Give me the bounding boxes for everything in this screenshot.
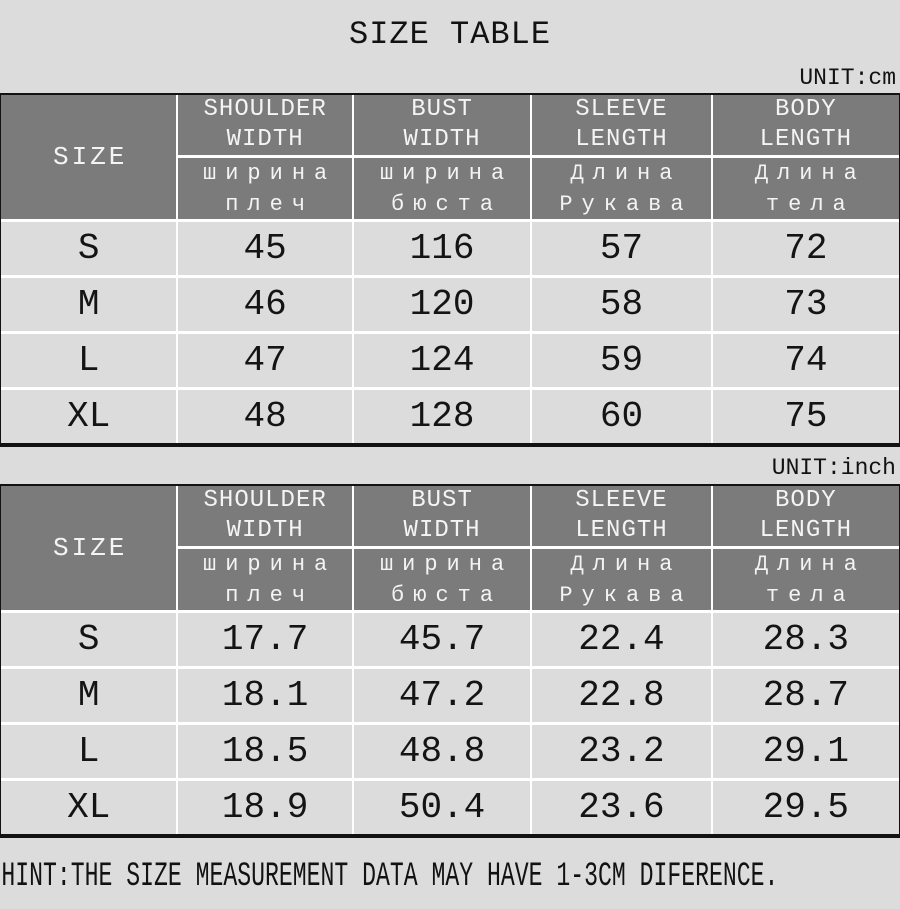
column-header-body-length: BODY LENGTH xyxy=(712,486,899,546)
cell-value: 23.2 xyxy=(532,725,711,778)
column-subheader-body-length-ru: Длина тела xyxy=(712,158,899,219)
subheader-line: тела xyxy=(765,191,855,217)
cell-value: 45.7 xyxy=(353,613,531,666)
header-line: LENGTH xyxy=(575,126,668,153)
header-line: SLEEVE xyxy=(575,96,668,123)
header-line: WIDTH xyxy=(403,126,481,153)
header-line: BUST xyxy=(411,96,473,123)
size-table-cm: SIZE SHOULDER WIDTH BUST WIDTH SLEEVE LE… xyxy=(0,93,900,447)
subheader-line: ширина xyxy=(203,160,337,186)
unit-label-inch: UNIT:inch xyxy=(771,455,896,481)
cell-value: 58 xyxy=(532,278,711,331)
subheader-line: плеч xyxy=(225,191,315,217)
subheader-line: ширина xyxy=(379,160,514,186)
cell-value: 29.5 xyxy=(712,781,899,834)
cell-value: 73 xyxy=(712,278,899,331)
cell-value: 116 xyxy=(353,222,531,275)
column-subheader-sleeve-length-ru: Длина Рукава xyxy=(532,549,711,610)
cell-value: 47 xyxy=(178,334,352,387)
subheader-line: бюста xyxy=(391,191,503,217)
cell-value: 22.4 xyxy=(532,613,711,666)
cell-value: 48 xyxy=(178,390,352,443)
column-subheader-bust-width-ru: ширина бюста xyxy=(353,549,531,610)
subheader-line: Длина xyxy=(570,160,682,186)
size-table-inch: SIZE SHOULDER WIDTH BUST WIDTH SLEEVE LE… xyxy=(0,484,900,838)
subheader-line: Длина xyxy=(754,551,866,577)
row-size-label: S xyxy=(1,222,177,275)
row-size-label: L xyxy=(1,334,177,387)
header-line: BODY xyxy=(775,487,837,514)
subheader-line: ширина xyxy=(203,551,337,577)
unit-label-cm-row: UNIT:cm xyxy=(0,60,900,93)
subheader-line: Длина xyxy=(570,551,682,577)
header-line: WIDTH xyxy=(226,517,304,544)
row-size-label: XL xyxy=(1,781,177,834)
subheader-line: плеч xyxy=(225,582,315,608)
header-line: WIDTH xyxy=(403,517,481,544)
cell-value: 48.8 xyxy=(353,725,531,778)
cell-value: 18.5 xyxy=(178,725,352,778)
header-line: SHOULDER xyxy=(203,96,327,123)
header-line: SHOULDER xyxy=(203,487,327,514)
column-subheader-shoulder-width-ru: ширина плеч xyxy=(178,549,352,610)
cell-value: 75 xyxy=(712,390,899,443)
cell-value: 50.4 xyxy=(353,781,531,834)
column-header-sleeve-length: SLEEVE LENGTH xyxy=(532,486,711,546)
cell-value: 17.7 xyxy=(178,613,352,666)
column-subheader-body-length-ru: Длина тела xyxy=(712,549,899,610)
cell-value: 120 xyxy=(353,278,531,331)
cell-value: 18.9 xyxy=(178,781,352,834)
cell-value: 128 xyxy=(353,390,531,443)
column-header-shoulder-width: SHOULDER WIDTH xyxy=(178,486,352,546)
column-subheader-bust-width-ru: ширина бюста xyxy=(353,158,531,219)
subheader-line: Рукава xyxy=(559,582,693,608)
cell-value: 46 xyxy=(178,278,352,331)
header-line: WIDTH xyxy=(226,126,304,153)
column-header-shoulder-width: SHOULDER WIDTH xyxy=(178,95,352,155)
row-size-label: XL xyxy=(1,390,177,443)
cell-value: 59 xyxy=(532,334,711,387)
column-subheader-sleeve-length-ru: Длина Рукава xyxy=(532,158,711,219)
column-header-sleeve-length: SLEEVE LENGTH xyxy=(532,95,711,155)
row-size-label: S xyxy=(1,613,177,666)
column-subheader-shoulder-width-ru: ширина плеч xyxy=(178,158,352,219)
header-line: SLEEVE xyxy=(575,487,668,514)
cell-value: 22.8 xyxy=(532,669,711,722)
unit-label-inch-row: UNIT:inch xyxy=(0,447,900,484)
cell-value: 29.1 xyxy=(712,725,899,778)
column-header-body-length: BODY LENGTH xyxy=(712,95,899,155)
header-line: BUST xyxy=(411,487,473,514)
cell-value: 23.6 xyxy=(532,781,711,834)
row-size-label: L xyxy=(1,725,177,778)
corner-header-size: SIZE xyxy=(1,95,177,219)
cell-value: 28.3 xyxy=(712,613,899,666)
column-header-bust-width: BUST WIDTH xyxy=(353,486,531,546)
cell-value: 60 xyxy=(532,390,711,443)
cell-value: 18.1 xyxy=(178,669,352,722)
corner-header-size: SIZE xyxy=(1,486,177,610)
row-size-label: M xyxy=(1,669,177,722)
row-size-label: M xyxy=(1,278,177,331)
page-title: SIZE TABLE xyxy=(348,16,552,53)
subheader-line: тела xyxy=(765,582,855,608)
subheader-line: Рукава xyxy=(559,191,693,217)
cell-value: 57 xyxy=(532,222,711,275)
cell-value: 72 xyxy=(712,222,899,275)
header-line: LENGTH xyxy=(759,517,853,544)
subheader-line: ширина xyxy=(379,551,514,577)
header-line: LENGTH xyxy=(575,517,668,544)
header-line: LENGTH xyxy=(759,126,853,153)
cell-value: 74 xyxy=(712,334,899,387)
subheader-line: бюста xyxy=(391,582,503,608)
cell-value: 28.7 xyxy=(712,669,899,722)
cell-value: 45 xyxy=(178,222,352,275)
hint-text: HINT:THE SIZE MEASUREMENT DATA MAY HAVE … xyxy=(1,858,779,896)
subheader-line: Длина xyxy=(754,160,866,186)
header-line: BODY xyxy=(775,96,837,123)
cell-value: 47.2 xyxy=(353,669,531,722)
cell-value: 124 xyxy=(353,334,531,387)
unit-label-cm: UNIT:cm xyxy=(799,65,896,91)
column-header-bust-width: BUST WIDTH xyxy=(353,95,531,155)
